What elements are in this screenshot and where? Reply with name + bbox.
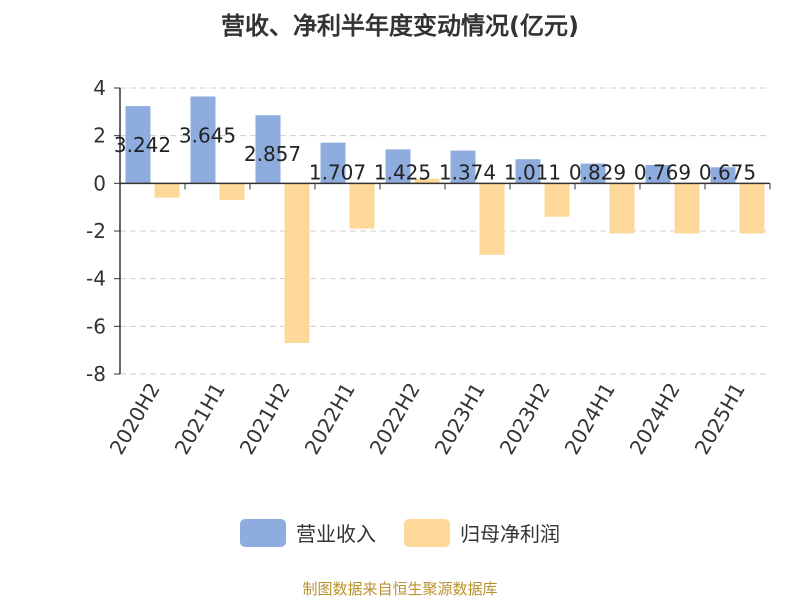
revenue-bar bbox=[190, 96, 216, 184]
data-label: 0.829 bbox=[569, 160, 626, 184]
legend-item-revenue[interactable]: 营业收入 bbox=[240, 518, 376, 547]
y-tick-label: 2 bbox=[93, 124, 106, 148]
profit-bar bbox=[349, 183, 375, 229]
data-label: 1.374 bbox=[439, 160, 496, 184]
revenue-bar bbox=[385, 149, 411, 184]
legend-label-revenue: 营业收入 bbox=[296, 522, 376, 546]
x-tick-label: 2022H1 bbox=[300, 379, 360, 459]
x-tick-label: 2025H1 bbox=[690, 379, 750, 459]
y-tick-label: -2 bbox=[86, 219, 106, 243]
profit-bar bbox=[219, 183, 245, 201]
source-note: 制图数据来自恒生聚源数据库 bbox=[302, 580, 498, 598]
revenue-bar bbox=[320, 142, 346, 184]
y-tick-label: 0 bbox=[93, 171, 106, 195]
x-tick-label: 2022H2 bbox=[365, 379, 425, 459]
y-tick-label: -8 bbox=[86, 362, 106, 386]
data-label: 1.425 bbox=[374, 160, 431, 184]
bar-chart: 4 2 0 -2 -4 -6 -8 3.242 3.645 2.857 1.707 1.425 1.37… bbox=[86, 76, 771, 459]
revenue-bar bbox=[450, 150, 476, 184]
data-label: 1.011 bbox=[504, 160, 561, 184]
x-tick-label: 2023H2 bbox=[495, 379, 555, 459]
x-tick-label: 2021H2 bbox=[235, 379, 295, 459]
revenue-bar bbox=[255, 115, 281, 184]
profit-bar bbox=[479, 183, 505, 255]
x-tick-label: 2023H1 bbox=[430, 379, 490, 459]
revenue-bar bbox=[710, 167, 736, 184]
y-tick-label: -4 bbox=[86, 267, 106, 291]
legend-label-profit: 归母净利润 bbox=[460, 522, 560, 546]
chart-title: 营收、净利半年度变动情况(亿元) bbox=[221, 12, 579, 40]
profit-bar bbox=[609, 183, 635, 234]
legend-swatch-revenue bbox=[240, 518, 286, 547]
y-tick-label: 4 bbox=[93, 76, 106, 100]
revenue-bar bbox=[580, 163, 606, 184]
legend: 营业收入 归母净利润 bbox=[0, 518, 800, 547]
profit-bar bbox=[674, 183, 700, 234]
profit-bar bbox=[414, 178, 440, 184]
data-label: 3.645 bbox=[179, 123, 236, 147]
revenue-bar bbox=[645, 165, 671, 184]
x-tick-label: 2024H2 bbox=[625, 379, 685, 459]
legend-swatch-profit bbox=[404, 518, 450, 547]
data-label: 1.707 bbox=[309, 160, 366, 184]
profit-bar bbox=[284, 183, 310, 344]
data-label: 0.675 bbox=[699, 160, 756, 184]
data-label: 2.857 bbox=[244, 142, 301, 166]
profit-bar bbox=[544, 183, 570, 217]
data-label: 0.769 bbox=[634, 160, 691, 184]
revenue-bar bbox=[125, 106, 151, 184]
x-tick-label: 2024H1 bbox=[560, 379, 620, 459]
revenue-bar bbox=[515, 159, 541, 184]
x-tick-label: 2021H1 bbox=[170, 379, 230, 459]
profit-bar bbox=[154, 183, 180, 198]
data-label: 3.242 bbox=[114, 133, 171, 157]
legend-item-profit[interactable]: 归母净利润 bbox=[404, 518, 560, 547]
profit-bar bbox=[739, 183, 765, 234]
y-tick-label: -6 bbox=[86, 314, 106, 338]
x-tick-label: 2020H2 bbox=[105, 379, 165, 459]
